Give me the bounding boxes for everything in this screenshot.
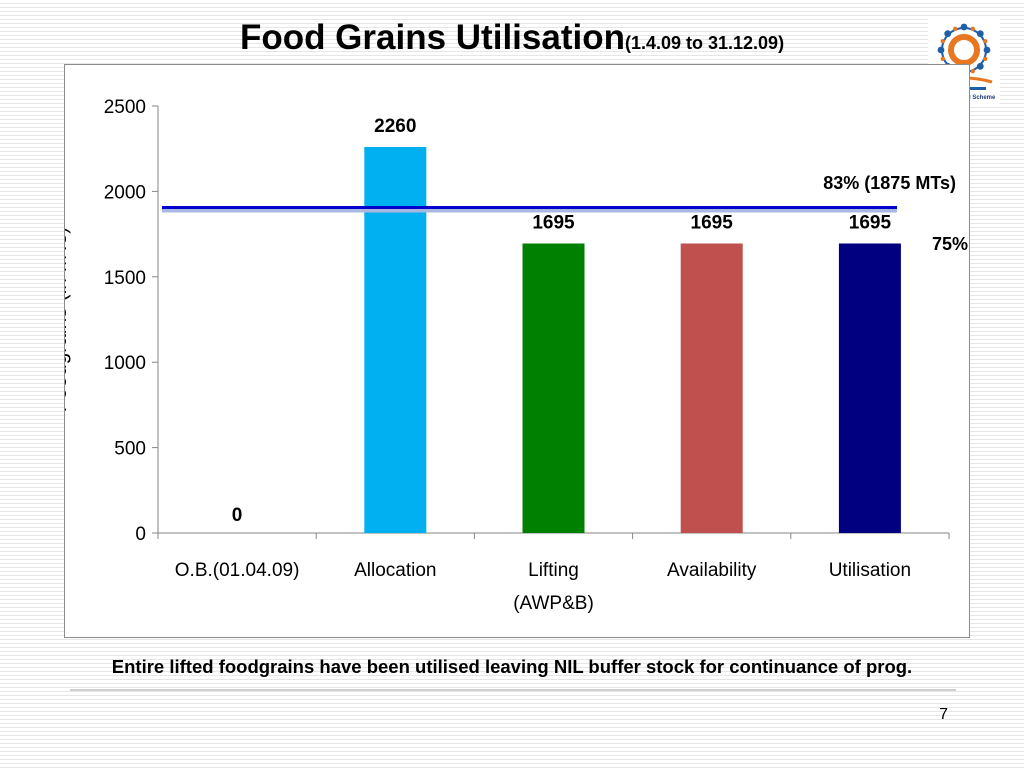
- bar-lifting: [522, 243, 585, 533]
- title-main: Food Grains Utilisation: [239, 18, 625, 57]
- reference-line-label: 83% (1875 MTs): [823, 173, 956, 193]
- caption: Entire lifted foodgrains have been utili…: [111, 656, 913, 677]
- bar-allocation: [364, 146, 427, 533]
- title-period: (1.4.09 to 31.12.09): [624, 33, 785, 53]
- data-label: 1695: [849, 212, 892, 233]
- x-category-label: O.B.(01.04.09): [175, 560, 300, 581]
- y-tick-label: 2000: [104, 182, 146, 203]
- page-number: 7: [939, 706, 948, 723]
- slide-title: Food Grains Utilisation(1.4.09 to 31.12.…: [0, 18, 1024, 58]
- bar-utilisation: [838, 243, 901, 533]
- data-label: 1695: [691, 212, 734, 233]
- y-tick-label: 2500: [104, 97, 146, 118]
- y-axis-title: Foodgrains (in MTs): [65, 227, 71, 413]
- x-category-label: Lifting: [528, 560, 579, 581]
- y-tick-label: 500: [114, 439, 146, 460]
- data-label: 0: [232, 505, 243, 526]
- annotation-75-percent: 75%: [932, 234, 968, 254]
- y-tick-label: 1000: [104, 353, 146, 374]
- data-label: 2260: [374, 116, 416, 137]
- data-label: 1695: [532, 212, 575, 233]
- bar-chart: 0 500 1000 1500 2000 2500 Foodgrains (in MTs) 0…: [65, 97, 968, 614]
- y-tick-label: 1500: [104, 268, 146, 289]
- bar-availability: [680, 243, 743, 533]
- x-category-label: Allocation: [354, 560, 436, 581]
- x-category-label: (AWP&B): [513, 593, 594, 614]
- divider-line: [70, 689, 956, 691]
- x-category-label: Utilisation: [829, 560, 911, 581]
- chart-frame: 0 500 1000 1500 2000 2500 Foodgrains (in MTs) 0…: [64, 64, 970, 638]
- x-category-label: Availability: [667, 560, 757, 581]
- y-tick-label: 0: [135, 524, 146, 545]
